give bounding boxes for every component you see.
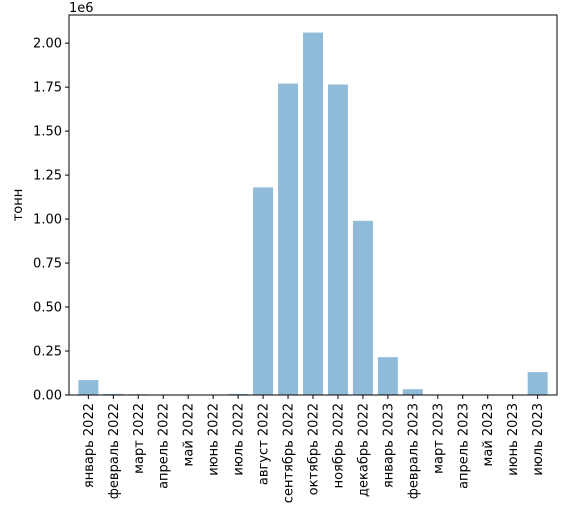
bar-6 — [228, 393, 249, 395]
x-tick-label: сентябрь 2022 — [282, 403, 297, 503]
x-tick-label: февраль 2023 — [406, 403, 421, 499]
x-tick-label: январь 2023 — [381, 403, 396, 488]
x-tick-label: июнь 2023 — [506, 403, 521, 476]
x-tick-label: август 2022 — [257, 403, 272, 485]
bar-0 — [78, 380, 99, 395]
bar-7 — [253, 187, 274, 395]
bar-8 — [278, 83, 299, 395]
y-axis-label: тонн — [11, 189, 26, 222]
x-axis: январь 2022 февраль 2022 март 2022 апрель 2… — [82, 395, 546, 503]
y-tick-label: 0.25 — [33, 345, 62, 360]
y-tick-label: 0.00 — [33, 389, 62, 404]
bar-1 — [103, 393, 124, 395]
x-tick-label: март 2022 — [132, 403, 147, 474]
x-tick-label: октябрь 2022 — [307, 403, 322, 495]
bars-group — [78, 32, 548, 396]
y-axis: 0.00 0.25 0.50 0.75 1.00 1.25 1.50 1.75 2.00 — [33, 37, 69, 404]
bar-11 — [352, 220, 373, 395]
x-tick-label: июль 2022 — [232, 403, 247, 476]
x-tick-label: ноябрь 2022 — [331, 403, 346, 488]
x-tick-label: декабрь 2022 — [356, 403, 371, 497]
plot-frame — [68, 14, 558, 396]
x-tick-label: январь 2022 — [82, 403, 97, 488]
y-offset-label: 1e6 — [69, 1, 94, 16]
x-tick-label: май 2023 — [481, 403, 496, 466]
y-tick-label: 1.00 — [33, 213, 62, 228]
x-tick-label: май 2022 — [182, 403, 197, 466]
bar-9 — [303, 32, 323, 396]
y-tick-label: 0.50 — [33, 301, 62, 316]
y-tick-label: 1.75 — [33, 81, 62, 96]
bar-18 — [527, 372, 548, 395]
y-tick-label: 2.00 — [33, 37, 62, 52]
x-tick-label: июнь 2022 — [207, 403, 222, 476]
x-tick-label: апрель 2023 — [456, 403, 471, 489]
x-tick-label: март 2023 — [431, 403, 446, 474]
x-tick-label: июль 2023 — [531, 403, 546, 476]
y-tick-label: 1.25 — [33, 169, 62, 184]
bar-12 — [377, 357, 398, 395]
x-tick-label: февраль 2022 — [107, 403, 122, 499]
bar-13 — [402, 389, 423, 395]
bar-10 — [327, 84, 348, 396]
y-tick-label: 1.50 — [33, 125, 62, 140]
x-tick-label: апрель 2022 — [157, 403, 172, 489]
y-tick-label: 0.75 — [33, 257, 62, 272]
